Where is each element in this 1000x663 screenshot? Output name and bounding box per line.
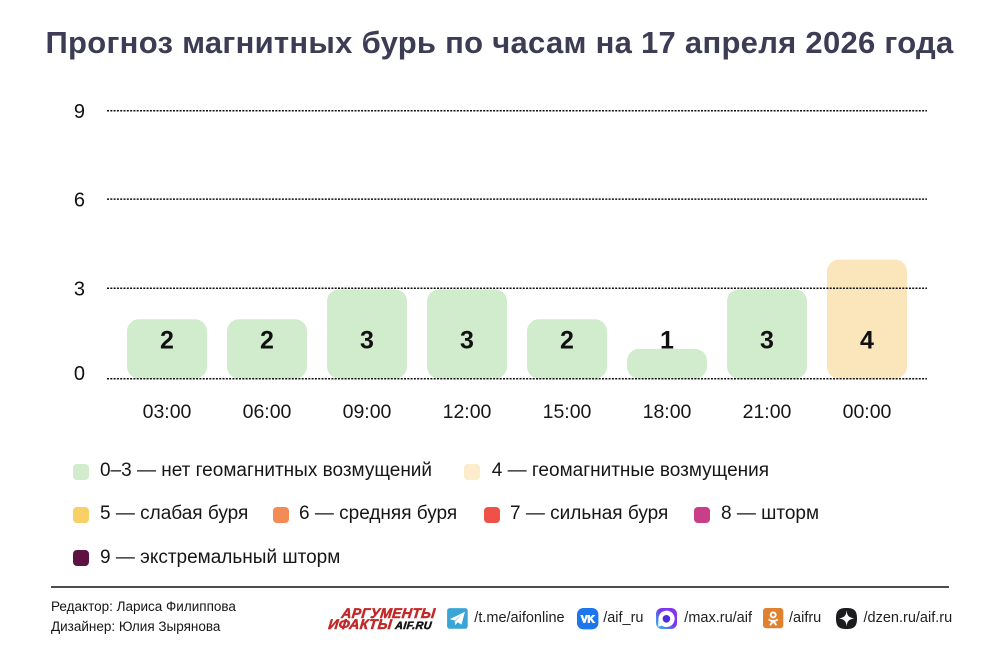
- svg-text:4: 4: [860, 326, 874, 354]
- svg-text:3: 3: [360, 326, 374, 354]
- svg-text:0: 0: [74, 363, 85, 385]
- svg-text:6: 6: [74, 189, 85, 211]
- svg-text:21:00: 21:00: [743, 401, 792, 423]
- svg-text:18:00: 18:00: [643, 401, 692, 423]
- svg-text:2: 2: [160, 326, 174, 354]
- svg-text:3: 3: [74, 279, 85, 301]
- svg-text:15:00: 15:00: [543, 401, 592, 423]
- svg-text:00:00: 00:00: [843, 401, 892, 423]
- svg-text:06:00: 06:00: [243, 401, 292, 423]
- svg-text:VK: VK: [581, 615, 595, 626]
- svg-text:12:00: 12:00: [443, 401, 492, 423]
- svg-text:9: 9: [74, 101, 85, 123]
- svg-text:3: 3: [760, 326, 774, 354]
- svg-text:3: 3: [460, 326, 474, 354]
- svg-text:09:00: 09:00: [343, 401, 392, 423]
- svg-text:2: 2: [560, 326, 574, 354]
- svg-text:2: 2: [260, 326, 274, 354]
- svg-text:03:00: 03:00: [143, 401, 192, 423]
- svg-text:1: 1: [660, 326, 674, 354]
